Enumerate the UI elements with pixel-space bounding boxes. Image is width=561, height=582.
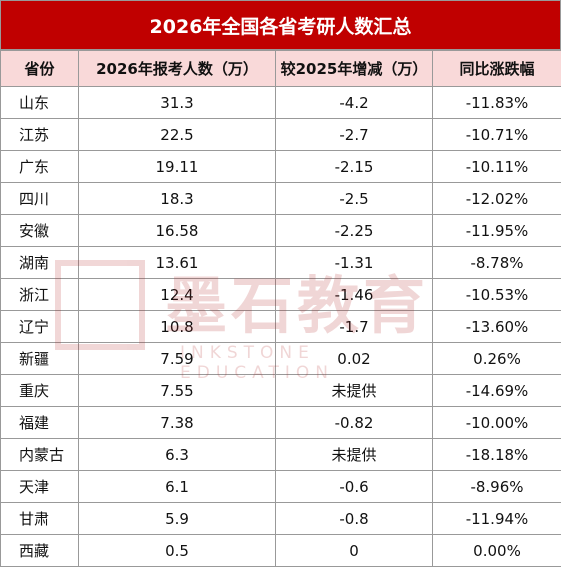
table-row: 山东 31.3 -4.2 -11.83% xyxy=(0,86,561,119)
table-cell: 福建 xyxy=(0,406,79,439)
table-cell: 浙江 xyxy=(0,278,79,311)
table-cell: 0.26% xyxy=(432,342,561,375)
table-body: 山东 31.3 -4.2 -11.83% 江苏 22.5 -2.7 -10.71% 广东 19.1… xyxy=(0,86,561,567)
table-cell: 19.11 xyxy=(78,150,276,183)
table-cell: 内蒙古 xyxy=(0,438,79,471)
table-cell: 江苏 xyxy=(0,118,79,151)
table-cell: -18.18% xyxy=(432,438,561,471)
table-row: 内蒙古 6.3 未提供 -18.18% xyxy=(0,438,561,471)
table-cell: 山东 xyxy=(0,86,79,119)
table-cell: -2.25 xyxy=(275,214,433,247)
table-cell: -10.53% xyxy=(432,278,561,311)
table-cell: -0.8 xyxy=(275,502,433,535)
table-cell: 西藏 xyxy=(0,534,79,567)
table-cell: -8.96% xyxy=(432,470,561,503)
table-cell: -1.31 xyxy=(275,246,433,279)
table-cell: 7.55 xyxy=(78,374,276,407)
table-row: 甘肃 5.9 -0.8 -11.94% xyxy=(0,502,561,535)
table: 省份 2026年报考人数（万） 较2025年增减（万） 同比涨跌幅 山东 31.3 -4.… xyxy=(0,50,561,567)
table-cell: 未提供 xyxy=(275,374,433,407)
table-row: 安徽 16.58 -2.25 -11.95% xyxy=(0,214,561,247)
table-row: 广东 19.11 -2.15 -10.11% xyxy=(0,150,561,183)
table-row: 西藏 0.5 0 0.00% xyxy=(0,534,561,567)
table-cell: 新疆 xyxy=(0,342,79,375)
table-cell: 辽宁 xyxy=(0,310,79,343)
table-cell: 0.00% xyxy=(432,534,561,567)
table-cell: 0.5 xyxy=(78,534,276,567)
table-cell: -2.5 xyxy=(275,182,433,215)
table-row: 湖南 13.61 -1.31 -8.78% xyxy=(0,246,561,279)
table-cell: -1.7 xyxy=(275,310,433,343)
table-row: 福建 7.38 -0.82 -10.00% xyxy=(0,406,561,439)
table-cell: 0 xyxy=(275,534,433,567)
table-cell: 甘肃 xyxy=(0,502,79,535)
table-cell: 安徽 xyxy=(0,214,79,247)
table-cell: 22.5 xyxy=(78,118,276,151)
table-row: 江苏 22.5 -2.7 -10.71% xyxy=(0,118,561,151)
table-cell: 广东 xyxy=(0,150,79,183)
table-cell: -10.00% xyxy=(432,406,561,439)
table-cell: -8.78% xyxy=(432,246,561,279)
table-row: 辽宁 10.8 -1.7 -13.60% xyxy=(0,310,561,343)
table-cell: 7.59 xyxy=(78,342,276,375)
column-header: 较2025年增减（万） xyxy=(275,50,433,87)
table-cell: 6.1 xyxy=(78,470,276,503)
table-cell: -11.95% xyxy=(432,214,561,247)
table-cell: -11.94% xyxy=(432,502,561,535)
table-cell: 0.02 xyxy=(275,342,433,375)
table-cell: -0.6 xyxy=(275,470,433,503)
table-cell: 天津 xyxy=(0,470,79,503)
table-cell: 18.3 xyxy=(78,182,276,215)
table-cell: 31.3 xyxy=(78,86,276,119)
column-header: 同比涨跌幅 xyxy=(432,50,561,87)
table-row: 浙江 12.4 -1.46 -10.53% xyxy=(0,278,561,311)
table-cell: 7.38 xyxy=(78,406,276,439)
table-cell: 未提供 xyxy=(275,438,433,471)
column-header: 2026年报考人数（万） xyxy=(78,50,276,87)
table-row: 天津 6.1 -0.6 -8.96% xyxy=(0,470,561,503)
table-row: 四川 18.3 -2.5 -12.02% xyxy=(0,182,561,215)
table-cell: -10.71% xyxy=(432,118,561,151)
table-cell: -2.15 xyxy=(275,150,433,183)
table-row: 重庆 7.55 未提供 -14.69% xyxy=(0,374,561,407)
table-cell: 13.61 xyxy=(78,246,276,279)
table-cell: -4.2 xyxy=(275,86,433,119)
table-cell: 16.58 xyxy=(78,214,276,247)
table-cell: -10.11% xyxy=(432,150,561,183)
table-cell: 四川 xyxy=(0,182,79,215)
table-cell: 6.3 xyxy=(78,438,276,471)
table-cell: 湖南 xyxy=(0,246,79,279)
table-cell: -14.69% xyxy=(432,374,561,407)
table-cell: -0.82 xyxy=(275,406,433,439)
header-row: 省份 2026年报考人数（万） 较2025年增减（万） 同比涨跌幅 xyxy=(0,50,561,87)
table-cell: 5.9 xyxy=(78,502,276,535)
table-cell: 12.4 xyxy=(78,278,276,311)
table-cell: -1.46 xyxy=(275,278,433,311)
title: 2026年全国各省考研人数汇总 xyxy=(0,0,561,50)
table-cell: -2.7 xyxy=(275,118,433,151)
table-row: 新疆 7.59 0.02 0.26% xyxy=(0,342,561,375)
table-cell: -11.83% xyxy=(432,86,561,119)
table-cell: -13.60% xyxy=(432,310,561,343)
table-cell: -12.02% xyxy=(432,182,561,215)
table-cell: 10.8 xyxy=(78,310,276,343)
column-header: 省份 xyxy=(0,50,79,87)
table-cell: 重庆 xyxy=(0,374,79,407)
